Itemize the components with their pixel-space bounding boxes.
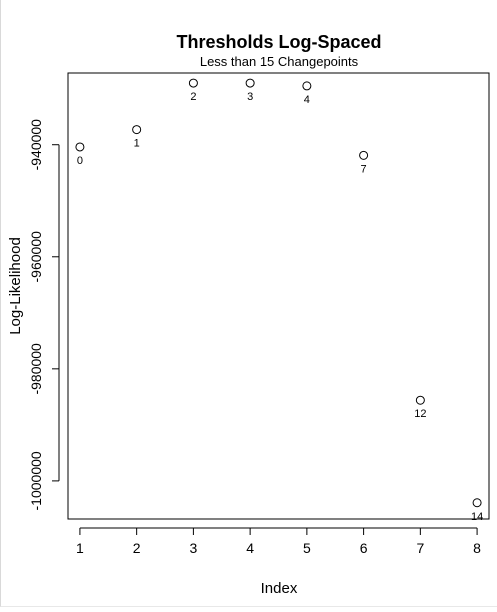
y-tick-label: -980000 — [28, 343, 44, 395]
chart-title: Thresholds Log-Spaced — [176, 32, 381, 52]
data-point-marker — [132, 125, 142, 135]
data-point-marker — [245, 78, 255, 88]
x-tick-label: 7 — [416, 540, 424, 556]
data-point-marker — [415, 395, 425, 405]
data-point-marker — [302, 81, 312, 91]
data-point-label: 14 — [471, 511, 483, 523]
y-axis-title: Log-Likelihood — [7, 237, 24, 335]
data-point-label: 12 — [414, 408, 426, 420]
x-tick-label: 1 — [76, 540, 84, 556]
y-tick-label: -960000 — [28, 231, 44, 283]
chart-subtitle: Less than 15 Changepoints — [200, 54, 359, 69]
data-point-label: 3 — [247, 91, 253, 103]
data-point-marker — [359, 150, 369, 160]
data-point-label: 7 — [361, 163, 367, 175]
y-axis: -940000 -960000 -980000 -1000000 — [28, 119, 60, 510]
x-tick-label: 3 — [189, 540, 197, 556]
data-point-label: 2 — [190, 91, 196, 103]
plot-frame — [67, 72, 490, 520]
y-tick-label: -1000000 — [28, 451, 44, 510]
x-tick-label: 6 — [360, 540, 368, 556]
x-tick-label: 2 — [133, 540, 141, 556]
x-tick-label: 4 — [246, 540, 254, 556]
x-axis-title: Index — [261, 580, 298, 597]
data-point-marker — [188, 78, 198, 88]
data-point-marker — [472, 498, 482, 508]
x-axis: 1 2 3 4 5 6 7 8 — [76, 527, 481, 556]
data-point-label: 1 — [134, 138, 140, 150]
data-point-label: 4 — [304, 94, 310, 106]
data-point-label: 0 — [77, 155, 83, 167]
plot-box — [67, 72, 490, 520]
x-tick-label: 8 — [473, 540, 481, 556]
data-point-marker — [75, 142, 85, 152]
x-tick-label: 5 — [303, 540, 311, 556]
y-tick-label: -940000 — [28, 119, 44, 171]
